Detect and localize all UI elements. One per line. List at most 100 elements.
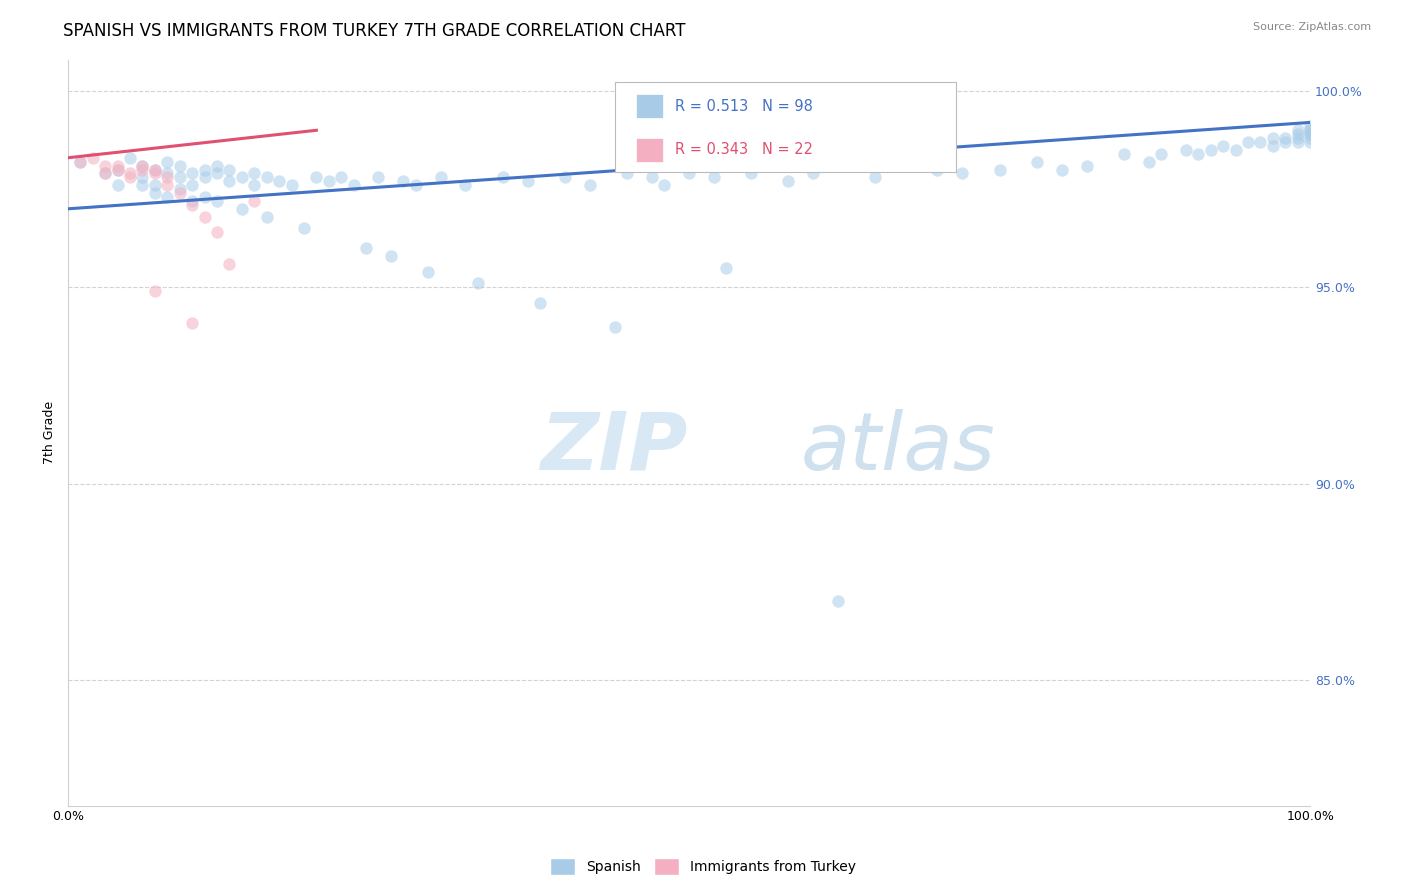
- Point: [193, 162, 215, 177]
- Text: R = 0.343   N = 22: R = 0.343 N = 22: [675, 142, 813, 157]
- Point: [169, 170, 191, 185]
- Point: [193, 210, 215, 224]
- Point: [1286, 127, 1309, 141]
- Point: [181, 198, 204, 212]
- Point: [243, 166, 266, 180]
- Point: [169, 182, 191, 196]
- Point: [1299, 120, 1322, 134]
- Text: R = 0.513   N = 98: R = 0.513 N = 98: [675, 99, 813, 113]
- Text: Source: ZipAtlas.com: Source: ZipAtlas.com: [1253, 22, 1371, 32]
- Point: [1274, 131, 1296, 145]
- Point: [292, 221, 315, 235]
- Point: [193, 170, 215, 185]
- Point: [716, 260, 738, 275]
- Point: [143, 186, 166, 200]
- Point: [603, 319, 626, 334]
- Point: [454, 178, 477, 193]
- Point: [107, 162, 129, 177]
- Point: [131, 170, 153, 185]
- Point: [652, 178, 675, 193]
- Point: [1299, 131, 1322, 145]
- Point: [256, 210, 278, 224]
- Point: [156, 154, 179, 169]
- Point: [131, 162, 153, 177]
- Point: [950, 166, 973, 180]
- Point: [578, 178, 600, 193]
- Point: [193, 190, 215, 204]
- FancyBboxPatch shape: [636, 137, 664, 161]
- Point: [418, 265, 440, 279]
- Point: [1025, 154, 1047, 169]
- Point: [118, 151, 141, 165]
- Point: [1249, 135, 1271, 149]
- Point: [827, 594, 849, 608]
- Point: [69, 154, 91, 169]
- Point: [641, 170, 664, 185]
- Point: [143, 166, 166, 180]
- Point: [405, 178, 427, 193]
- Point: [181, 166, 204, 180]
- Point: [1299, 127, 1322, 141]
- Point: [740, 166, 762, 180]
- Point: [554, 170, 576, 185]
- Point: [143, 285, 166, 299]
- Point: [392, 174, 415, 188]
- Point: [988, 162, 1011, 177]
- Point: [205, 225, 228, 239]
- Point: [243, 178, 266, 193]
- Y-axis label: 7th Grade: 7th Grade: [44, 401, 56, 464]
- Point: [1286, 135, 1309, 149]
- Point: [243, 194, 266, 208]
- Point: [1299, 127, 1322, 141]
- Point: [492, 170, 515, 185]
- Point: [429, 170, 451, 185]
- Point: [1174, 143, 1197, 157]
- Point: [218, 174, 240, 188]
- Point: [467, 277, 489, 291]
- Point: [269, 174, 291, 188]
- Point: [218, 257, 240, 271]
- Point: [181, 178, 204, 193]
- Point: [1050, 162, 1073, 177]
- Point: [529, 296, 551, 310]
- Point: [1187, 146, 1209, 161]
- Point: [156, 190, 179, 204]
- Point: [69, 154, 91, 169]
- Point: [343, 178, 366, 193]
- Point: [1076, 159, 1098, 173]
- Point: [1137, 154, 1160, 169]
- Point: [1299, 123, 1322, 137]
- Point: [256, 170, 278, 185]
- Point: [156, 178, 179, 193]
- Point: [82, 151, 104, 165]
- Point: [1274, 135, 1296, 149]
- Point: [1225, 143, 1247, 157]
- Point: [143, 162, 166, 177]
- Point: [354, 241, 377, 255]
- Point: [280, 178, 302, 193]
- Point: [94, 159, 117, 173]
- Point: [143, 178, 166, 193]
- Point: [143, 162, 166, 177]
- Point: [305, 170, 328, 185]
- Point: [169, 159, 191, 173]
- Point: [1237, 135, 1260, 149]
- Point: [380, 249, 402, 263]
- Point: [1299, 135, 1322, 149]
- FancyBboxPatch shape: [636, 95, 664, 118]
- Point: [107, 159, 129, 173]
- Point: [118, 166, 141, 180]
- Point: [205, 166, 228, 180]
- Point: [94, 166, 117, 180]
- Point: [927, 162, 949, 177]
- Point: [516, 174, 538, 188]
- Point: [205, 159, 228, 173]
- Point: [131, 159, 153, 173]
- Text: ZIP: ZIP: [540, 409, 688, 486]
- Point: [94, 166, 117, 180]
- Point: [1299, 123, 1322, 137]
- Text: atlas: atlas: [801, 409, 995, 486]
- Point: [205, 194, 228, 208]
- Point: [169, 186, 191, 200]
- FancyBboxPatch shape: [614, 82, 956, 171]
